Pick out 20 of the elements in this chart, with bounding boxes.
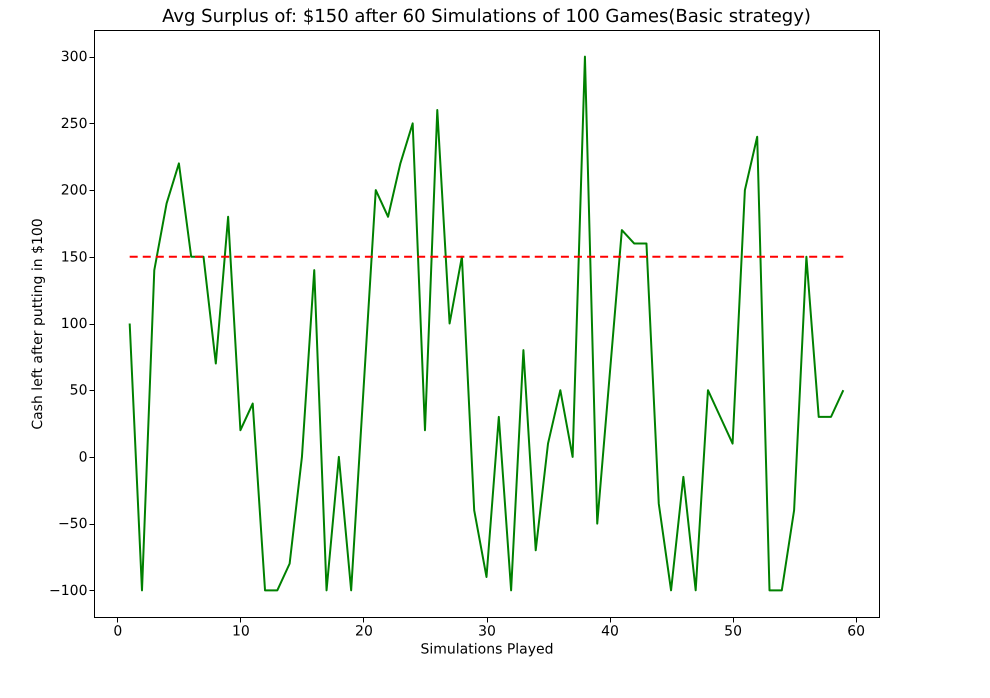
- y-tick-label: 200: [60, 182, 88, 199]
- y-tick-label: 0: [78, 449, 88, 466]
- x-tick-label: 50: [724, 624, 742, 640]
- y-tick-label: 300: [60, 49, 88, 66]
- y-tick-label: 150: [60, 249, 88, 266]
- y-tick-label: −100: [49, 582, 88, 599]
- x-axis-title: Simulations Played: [420, 642, 554, 658]
- x-tick-label: 0: [113, 624, 122, 640]
- y-tick-label: 100: [60, 316, 88, 332]
- x-tick-label: 40: [601, 624, 619, 640]
- y-tick-label: 250: [60, 116, 88, 132]
- chart-title: Avg Surplus of: $150 after 60 Simulations of 100 Games(Basic strategy): [162, 6, 811, 27]
- x-tick-label: 60: [847, 624, 866, 640]
- y-tick-label: 50: [70, 382, 88, 399]
- y-tick-label: −50: [58, 516, 88, 532]
- y-axis-title: Cash left after putting in $100: [30, 218, 46, 430]
- x-tick-label: 20: [355, 624, 373, 640]
- line-series: [128, 56, 844, 592]
- x-tick-label: 30: [478, 624, 496, 640]
- x-tick-label: 10: [232, 624, 250, 640]
